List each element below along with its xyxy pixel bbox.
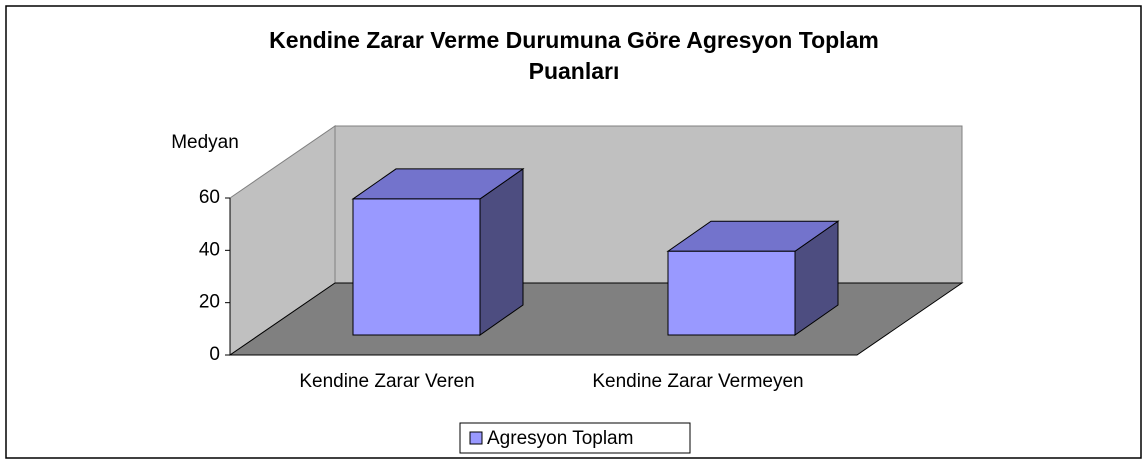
- bar: [352, 198, 481, 336]
- floor: [228, 282, 964, 356]
- y-tick-label: 0: [209, 344, 220, 365]
- y-tick-label: 20: [199, 292, 220, 313]
- legend-label: Agresyon Toplam: [487, 428, 633, 449]
- bar: [667, 250, 796, 336]
- x-tick-label: Kendine Zarar Vermeyen: [592, 371, 803, 392]
- y-tick-label: 60: [199, 187, 220, 208]
- y-axis-label: Medyan: [171, 132, 239, 153]
- legend: [459, 422, 691, 454]
- x-tick-label: Kendine Zarar Veren: [299, 371, 474, 392]
- chart-title: Kendine Zarar Verme Durumuna Göre Agresy…: [269, 27, 879, 84]
- y-tick-label: 40: [199, 239, 220, 260]
- legend-swatch: [469, 431, 483, 445]
